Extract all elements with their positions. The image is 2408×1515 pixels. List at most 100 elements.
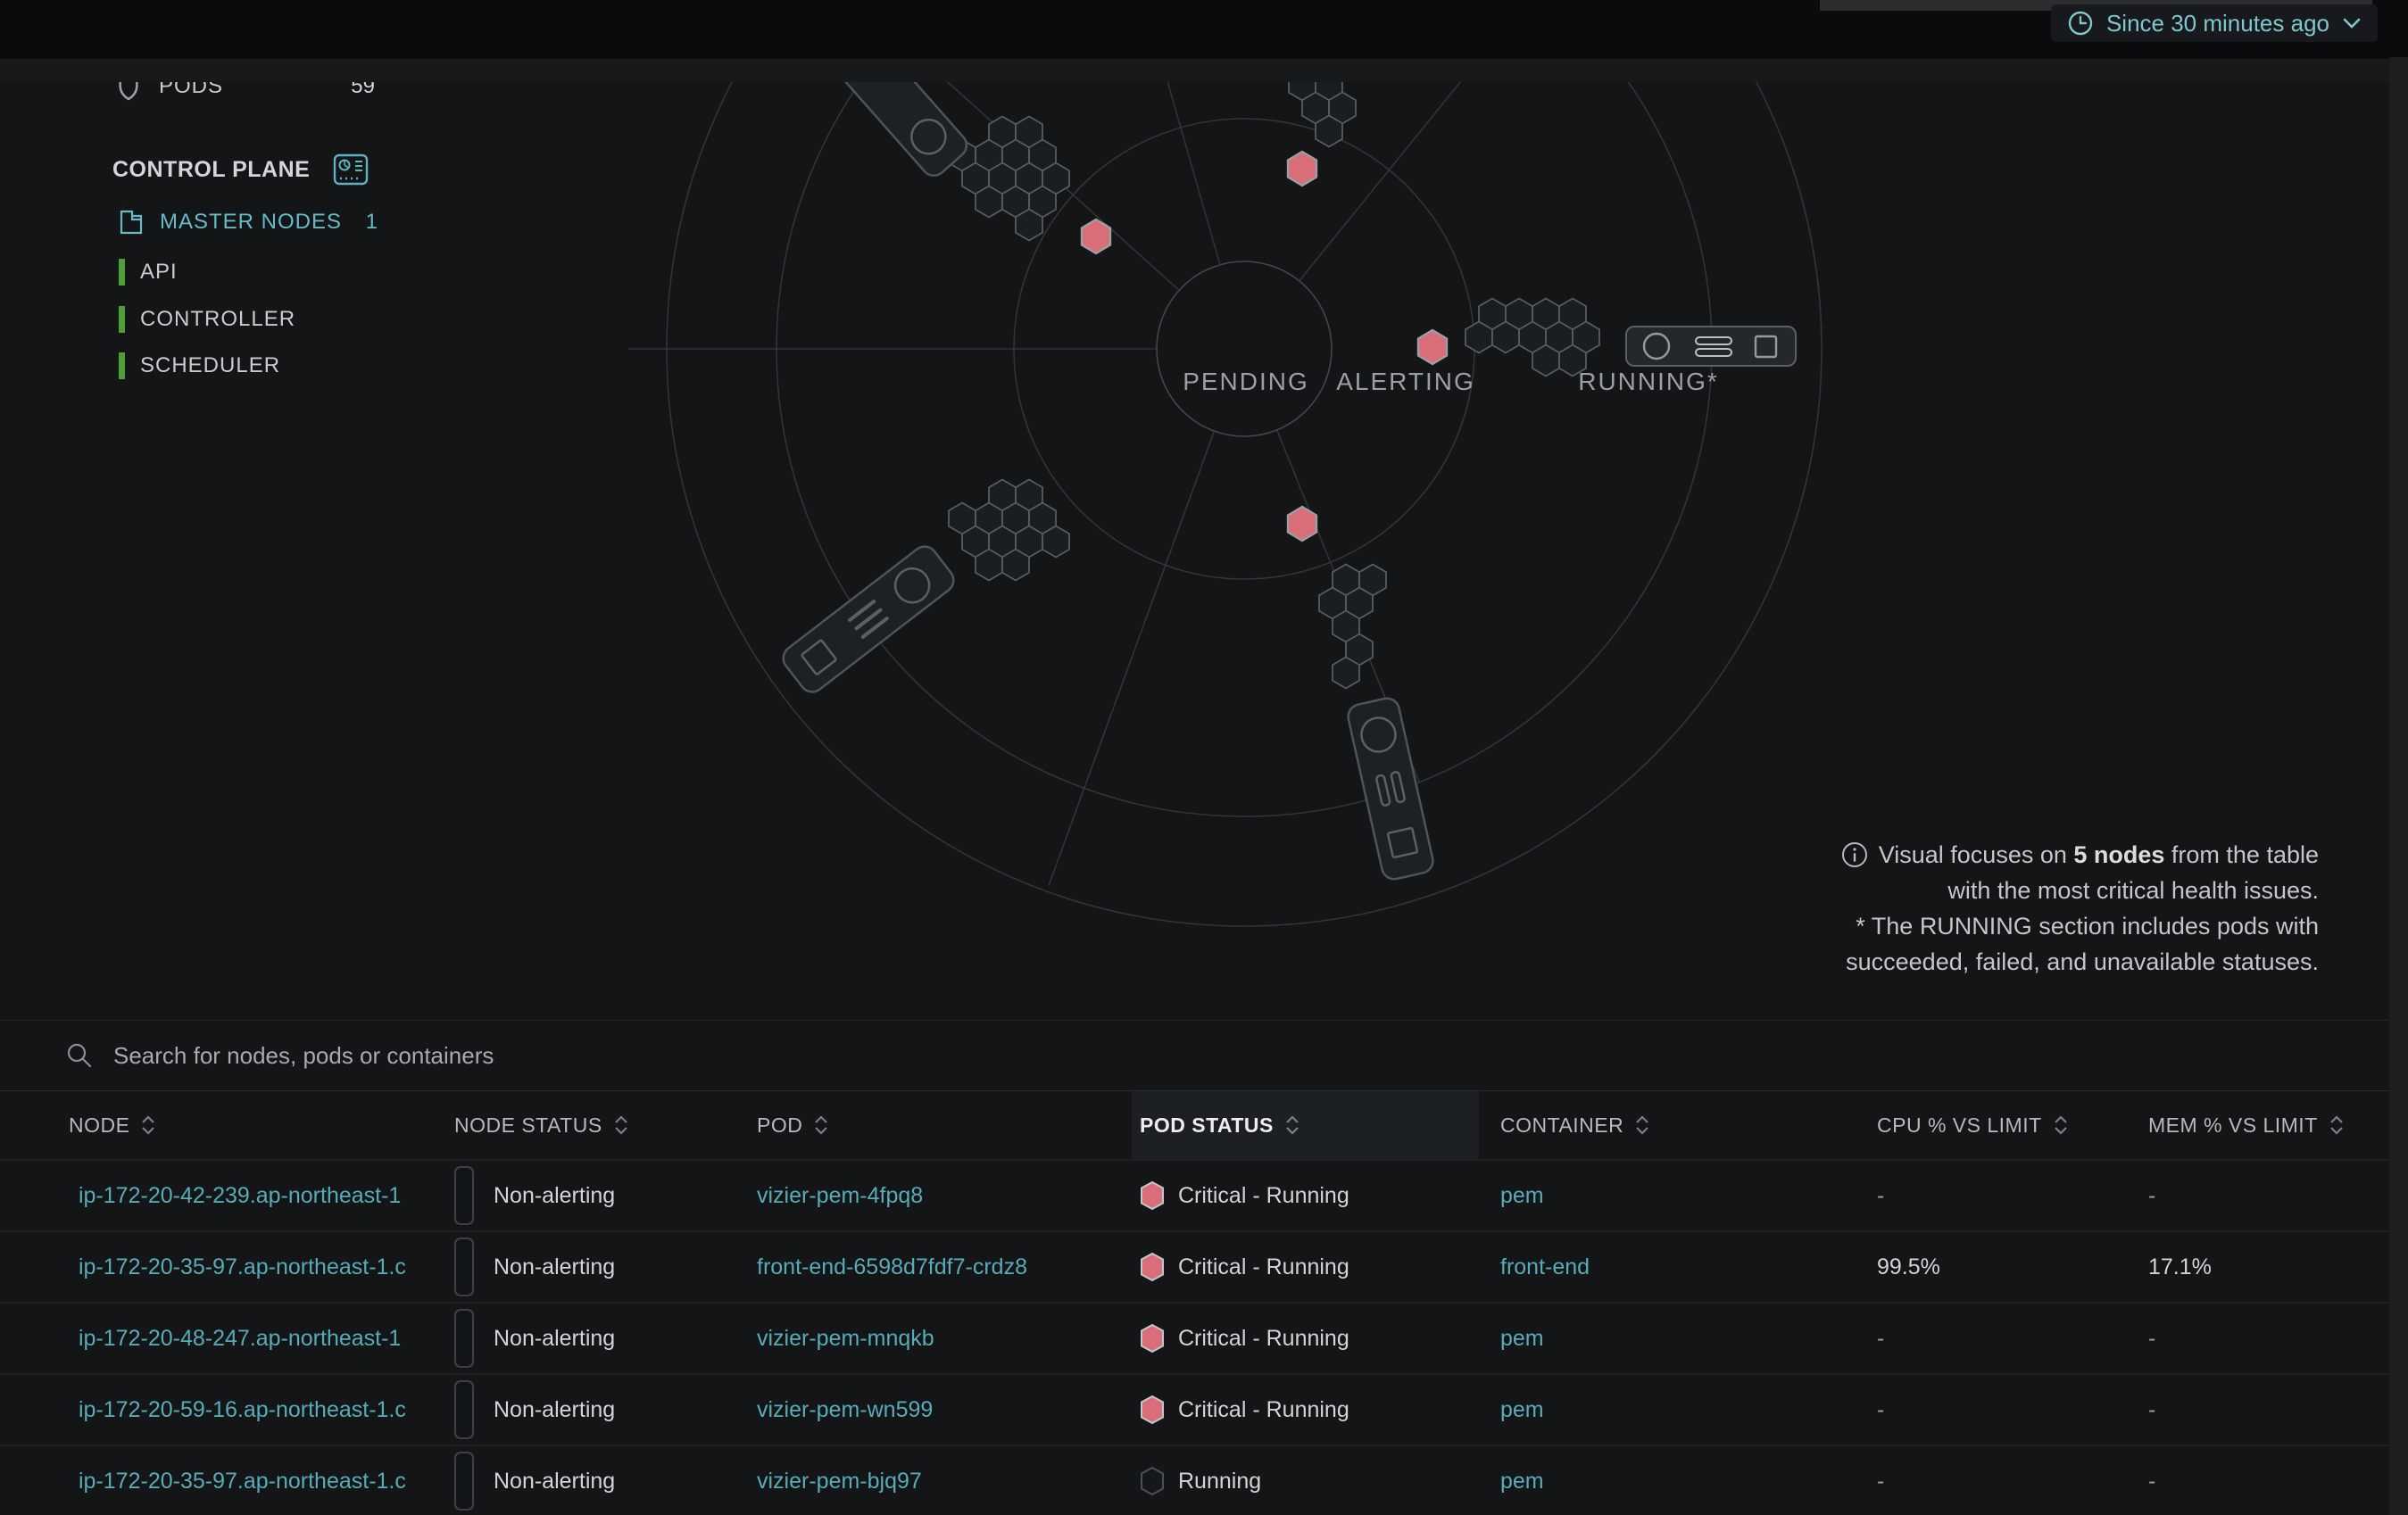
column-header-label: MEM % VS LIMIT (2148, 1113, 2318, 1137)
sort-icon[interactable] (2329, 1115, 2344, 1135)
table-row[interactable]: ip-172-20-42-239.ap-northeast-1 Non-alert… (0, 1159, 2408, 1230)
node-link[interactable]: ip-172-20-35-97.ap-northeast-1.c (79, 1254, 406, 1279)
column-header-mem-vs-limit[interactable]: MEM % VS LIMIT (2148, 1113, 2408, 1138)
node-status-text: Non-alerting (494, 1254, 616, 1279)
table-row[interactable]: ip-172-20-59-16.ap-northeast-1.c Non-aler… (0, 1373, 2408, 1445)
mem-percent-value: - (2148, 1468, 2156, 1494)
sort-icon[interactable] (1285, 1115, 1299, 1135)
sort-icon[interactable] (1635, 1115, 1649, 1135)
node-pods-glyph-square (1386, 826, 1419, 859)
sidebar-item-controller[interactable]: CONTROLLER (119, 306, 295, 333)
sort-icon[interactable] (814, 1115, 828, 1135)
column-header-node-status[interactable]: NODE STATUS (454, 1113, 757, 1138)
pod-hexagon[interactable] (1332, 656, 1360, 690)
container-link[interactable]: pem (1500, 1396, 1544, 1422)
node-link[interactable]: ip-172-20-59-16.ap-northeast-1.c (79, 1396, 406, 1422)
alerting-pod-hexagon[interactable] (1286, 150, 1318, 187)
radial-spoke (1143, 0, 1221, 266)
pod-hexagon[interactable] (975, 185, 1003, 219)
pod-link[interactable]: vizier-pem-4fpq8 (757, 1182, 924, 1208)
health-bar-green (119, 259, 125, 286)
control-plane-dashboard-icon[interactable] (333, 153, 369, 186)
pod-hexagon[interactable] (1558, 344, 1587, 377)
pod-status-text: Critical - Running (1178, 1254, 1349, 1279)
info-icon (1841, 842, 1867, 867)
vertical-scrollbar-track[interactable] (2389, 57, 2408, 1515)
sort-icon[interactable] (141, 1115, 155, 1135)
table-row[interactable]: ip-172-20-48-247.ap-northeast-1 Non-alert… (0, 1302, 2408, 1373)
radial-section-label-pending: PENDING (1183, 368, 1309, 395)
pod-hexagon[interactable] (1465, 320, 1493, 354)
pod-status-text: Critical - Running (1178, 1182, 1349, 1208)
sidebar-item-api[interactable]: API (119, 259, 178, 286)
column-header-node[interactable]: NODE (69, 1113, 454, 1138)
container-link[interactable]: pem (1500, 1182, 1544, 1208)
node-link[interactable]: ip-172-20-42-239.ap-northeast-1 (79, 1182, 402, 1208)
pod-hexagon[interactable] (1001, 548, 1030, 582)
column-header-label: POD STATUS (1140, 1113, 1274, 1137)
pod-hexagon[interactable] (1532, 344, 1560, 377)
node-link[interactable]: ip-172-20-35-97.ap-northeast-1.c (79, 1468, 406, 1494)
cpu-percent-value: - (1877, 1182, 1885, 1208)
column-header-pod-status[interactable]: POD STATUS (1140, 1113, 1500, 1138)
node-shape[interactable] (1346, 696, 1435, 882)
section-title: CONTROL PLANE (112, 156, 311, 182)
pod-hexagon[interactable] (1015, 208, 1043, 242)
column-header-label: CONTAINER (1500, 1113, 1624, 1137)
table-row[interactable]: ip-172-20-35-97.ap-northeast-1.c Non-aler… (0, 1445, 2408, 1515)
health-bar-green (119, 306, 125, 333)
column-header-label: POD (757, 1113, 803, 1137)
pod-link[interactable]: front-end-6598d7fdf7-crdz8 (757, 1254, 1027, 1279)
clock-icon (2068, 11, 2093, 36)
container-link[interactable]: pem (1500, 1468, 1544, 1494)
memory-glyph-icon[interactable] (1695, 336, 1732, 345)
node-status-text: Non-alerting (494, 1468, 616, 1494)
popover-frame[interactable] (1625, 326, 1797, 367)
cpu-percent-value: 99.5% (1877, 1254, 1940, 1279)
sidebar-item-scheduler[interactable]: SCHEDULER (119, 352, 280, 379)
master-nodes-icon (120, 210, 143, 235)
node-link[interactable]: ip-172-20-48-247.ap-northeast-1 (79, 1325, 402, 1351)
sort-icon[interactable] (614, 1115, 628, 1135)
container-link[interactable]: pem (1500, 1325, 1544, 1351)
search-input[interactable] (113, 1041, 1184, 1070)
column-header-label: NODE (69, 1113, 130, 1137)
note-line-1: Visual focuses on 5 nodes from the table (1841, 837, 2319, 873)
table-panel: NODE NODE STATUS POD POD STATUS CONTAINER CPU… (0, 1020, 2408, 1515)
pod-hexagon[interactable] (1042, 525, 1070, 559)
pods-shield-icon (119, 74, 138, 101)
node-cpu-glyph-circle (893, 567, 931, 604)
column-header-pod[interactable]: POD (757, 1113, 1140, 1138)
pod-link[interactable]: vizier-pem-wn599 (757, 1396, 934, 1422)
alerting-pod-hexagon[interactable] (1080, 218, 1112, 255)
pod-link[interactable]: vizier-pem-bjq97 (757, 1468, 922, 1494)
note-line-3: * The RUNNING section includes pods with (1856, 913, 2319, 940)
search-bar[interactable] (0, 1020, 2408, 1090)
sidebar-item-master-nodes[interactable]: MASTER NODES 1 (119, 209, 378, 236)
memory-glyph-icon[interactable] (1695, 348, 1732, 357)
note-line-4: succeeded, failed, and unavailable statu… (1846, 948, 2319, 975)
node-cpu-glyph-circle (910, 119, 947, 155)
column-header-cpu-vs-limit[interactable]: CPU % VS LIMIT (1877, 1113, 2148, 1138)
pod-status-text: Running (1178, 1468, 1262, 1494)
pod-hexagon[interactable] (975, 548, 1003, 582)
table-row[interactable]: ip-172-20-35-97.ap-northeast-1.c Non-aler… (0, 1230, 2408, 1302)
container-link[interactable]: front-end (1500, 1254, 1590, 1279)
alerting-pod-hexagon[interactable] (1416, 328, 1449, 366)
node-detail-popover[interactable] (1625, 326, 1797, 367)
pods-glyph-icon[interactable] (1754, 335, 1778, 359)
pod-hexagon[interactable] (1491, 320, 1520, 354)
node-shape[interactable] (778, 542, 959, 697)
sidebar-section-control-plane[interactable]: CONTROL PLANE (112, 153, 369, 186)
node-status-badge (454, 1166, 474, 1225)
sidebar-item-label: CONTROLLER (140, 307, 296, 331)
time-range-selector[interactable]: Since 30 minutes ago (2050, 4, 2378, 42)
pod-link[interactable]: vizier-pem-mnqkb (757, 1325, 934, 1351)
cpu-glyph-icon[interactable] (1642, 332, 1671, 360)
radial-section-label-running: RUNNING* (1578, 368, 1719, 395)
sort-icon[interactable] (2054, 1115, 2068, 1135)
pod-hexagon[interactable] (1315, 114, 1343, 148)
column-header-container[interactable]: CONTAINER (1500, 1113, 1877, 1138)
node-status-badge (454, 1380, 474, 1439)
alerting-pod-hexagon[interactable] (1286, 505, 1318, 542)
